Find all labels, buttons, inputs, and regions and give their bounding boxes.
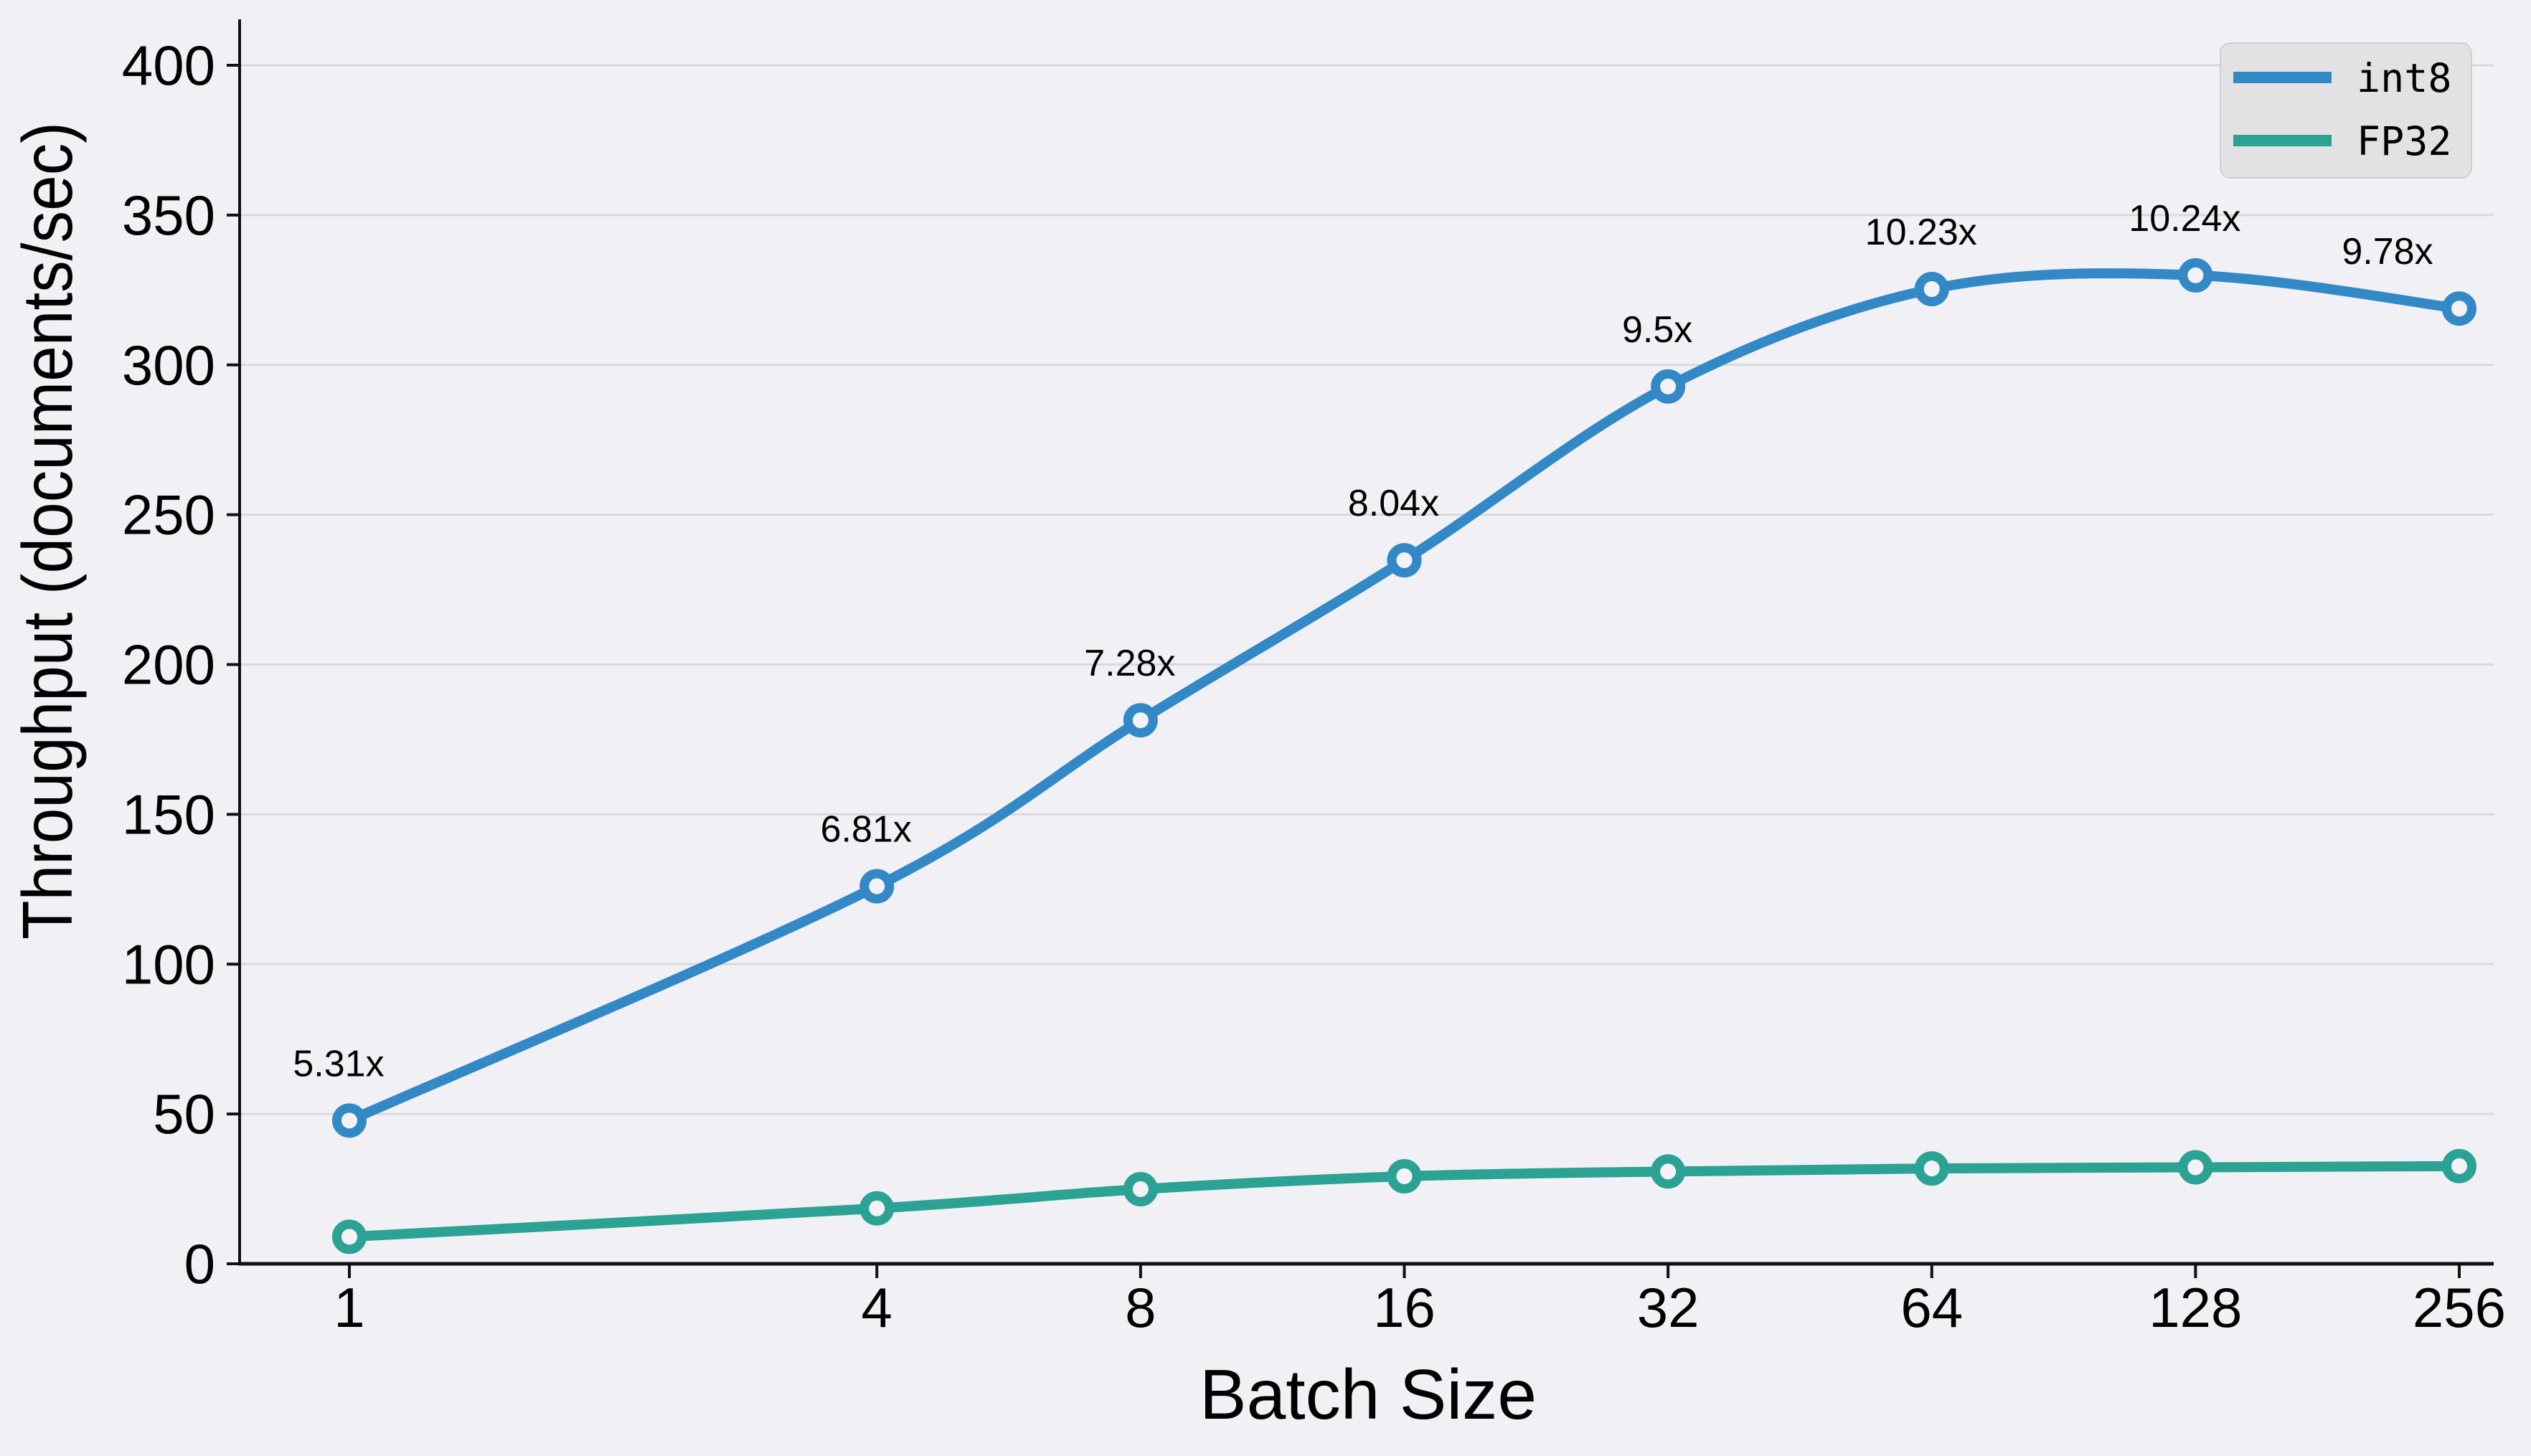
y-axis-ticks: 0 50 100 150 200 250 300 350 400 xyxy=(122,34,238,1295)
y-tick-label-200: 200 xyxy=(122,633,215,696)
marker-int8-8 xyxy=(1123,703,1158,738)
x-tick-label-32: 32 xyxy=(1637,1276,1700,1339)
x-tick-label-8: 8 xyxy=(1125,1276,1156,1339)
y-tick-label-350: 350 xyxy=(122,184,215,247)
y-axis-label: Throughput (documents/sec) xyxy=(8,122,87,940)
marker-fp32-64 xyxy=(1914,1151,1949,1186)
y-tick-label-0: 0 xyxy=(184,1232,215,1295)
annotation-10.24x: 10.24x xyxy=(2129,198,2240,240)
x-tick-label-256: 256 xyxy=(2413,1276,2506,1339)
series-fp32 xyxy=(332,1148,2476,1254)
y-tick-label-400: 400 xyxy=(122,34,215,97)
marker-fp32-4 xyxy=(859,1191,895,1226)
legend-label-int8: int8 xyxy=(2357,55,2451,101)
marker-fp32-32 xyxy=(1651,1154,1686,1189)
y-tick-label-150: 150 xyxy=(122,783,215,846)
marker-fp32-256 xyxy=(2442,1148,2476,1183)
x-tick-label-4: 4 xyxy=(862,1276,892,1339)
x-tick-label-128: 128 xyxy=(2149,1276,2242,1339)
series-fp32-line xyxy=(344,1160,2464,1242)
marker-int8-32 xyxy=(1651,369,1686,404)
marker-fp32-1 xyxy=(332,1219,367,1254)
annotation-10.23x: 10.23x xyxy=(1865,212,1977,253)
marker-int8-128 xyxy=(2178,257,2213,293)
series-int8-line xyxy=(344,268,2464,1126)
x-axis-ticks: 1 4 8 16 32 64 128 256 xyxy=(334,1265,2506,1339)
marker-int8-4 xyxy=(859,869,895,904)
annotation-7.28x: 7.28x xyxy=(1084,643,1175,684)
marker-int8-16 xyxy=(1387,543,1422,578)
marker-fp32-8 xyxy=(1123,1171,1158,1206)
legend: int8 FP32 xyxy=(2220,42,2472,179)
annotation-9.78x: 9.78x xyxy=(2342,231,2433,273)
x-axis-label: Batch Size xyxy=(1199,1355,1537,1434)
y-tick-label-300: 300 xyxy=(122,334,215,397)
y-tick-label-100: 100 xyxy=(122,932,215,996)
y-tick-label-50: 50 xyxy=(153,1082,215,1145)
x-tick-label-1: 1 xyxy=(334,1276,364,1339)
gridlines xyxy=(240,64,2494,1115)
speedup-annotations: 5.31x 6.81x 7.28x 8.04x 9.5x 10.23x 10.24x 9.78… xyxy=(293,198,2433,1084)
annotation-6.81x: 6.81x xyxy=(821,809,912,851)
x-tick-label-16: 16 xyxy=(1373,1276,1436,1339)
annotation-9.5x: 9.5x xyxy=(1622,309,1692,351)
x-tick-label-64: 64 xyxy=(1900,1276,1963,1339)
annotation-8.04x: 8.04x xyxy=(1348,483,1439,524)
annotation-5.31x: 5.31x xyxy=(293,1043,384,1084)
legend-label-fp32: FP32 xyxy=(2357,118,2451,164)
y-tick-label-250: 250 xyxy=(122,483,215,547)
marker-int8-1 xyxy=(332,1103,367,1138)
marker-int8-256 xyxy=(2442,291,2476,326)
marker-int8-64 xyxy=(1914,272,1949,307)
marker-fp32-16 xyxy=(1387,1159,1422,1194)
marker-fp32-128 xyxy=(2178,1150,2213,1185)
series-int8 xyxy=(332,257,2476,1138)
